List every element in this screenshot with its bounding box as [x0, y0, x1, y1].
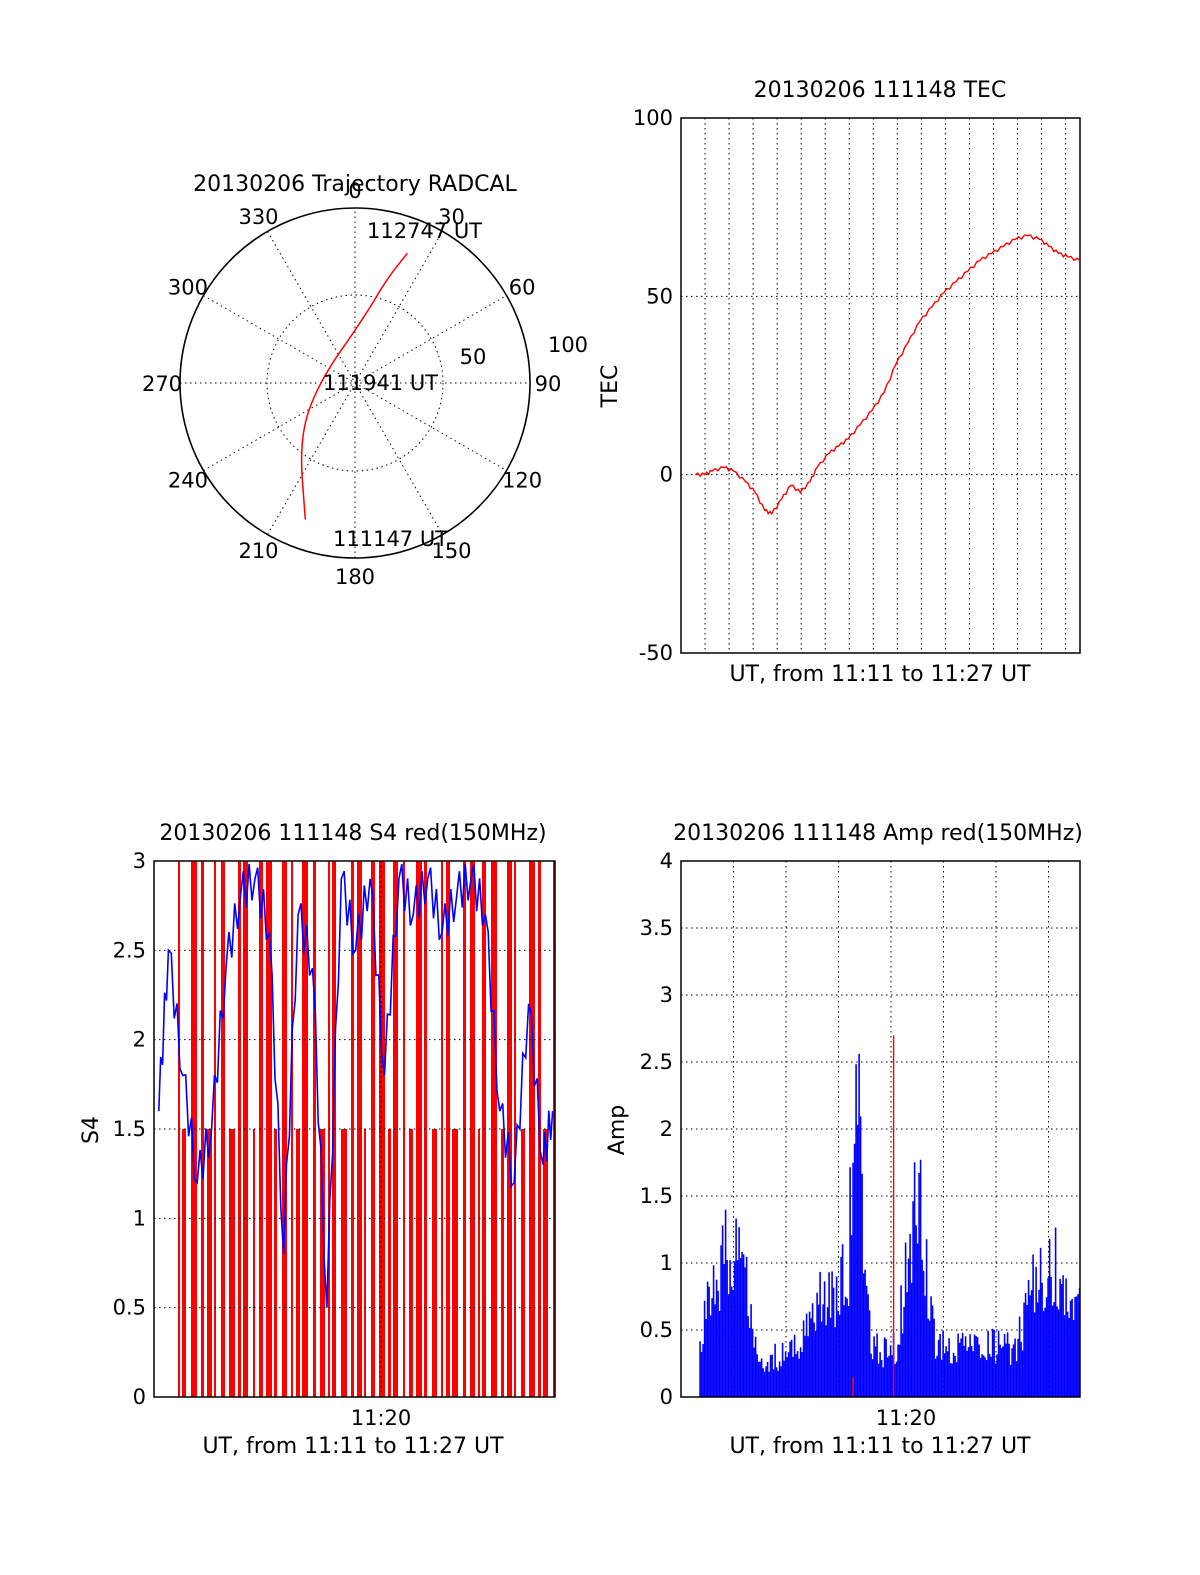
amp-y-tick: 3 [660, 983, 673, 1007]
s4-y-tick: 0 [133, 1385, 146, 1409]
polar-spoke [267, 231, 443, 535]
polar-annotation-start: 111147 UT [333, 527, 448, 551]
amp-y-tick: 0 [660, 1385, 673, 1409]
amp-y-tick-labels: 0 0.5 1 1.5 2 2.5 3 3.5 4 [640, 849, 673, 1409]
s4-red-bar [371, 861, 375, 1397]
tec-grid [681, 118, 1080, 653]
s4-red-bar [207, 1129, 212, 1397]
s4-y-tick: 1 [133, 1206, 146, 1230]
s4-red-bar [432, 1129, 437, 1397]
s4-y-tick: 2 [133, 1028, 146, 1052]
s4-red-bar [341, 1129, 347, 1397]
tec-title: 20130206 111148 TEC [754, 78, 1007, 103]
amp-y-tick: 1.5 [640, 1184, 673, 1208]
amp-y-tick: 2 [660, 1117, 673, 1141]
s4-red-bar [229, 1129, 235, 1397]
s4-red-bar [351, 861, 354, 1397]
polar-azimuth-label: 330 [238, 205, 278, 229]
s4-red-bar [221, 861, 225, 1397]
polar-azimuth-label: 270 [142, 372, 182, 396]
s4-red-bar [446, 861, 450, 1397]
amp-y-axis-label: Amp [605, 1105, 630, 1155]
polar-radial-label-50: 50 [460, 345, 487, 369]
amp-y-tick: 2.5 [640, 1050, 673, 1074]
s4-red-bar [364, 1129, 366, 1397]
polar-annotation-mid: 111941 UT [323, 371, 438, 395]
s4-y-tick: 1.5 [113, 1117, 146, 1141]
polar-azimuth-label: 30 [438, 205, 465, 229]
polar-radial-label-100: 100 [548, 333, 588, 357]
polar-trajectory-line [300, 252, 408, 520]
s4-red-bar [452, 1129, 458, 1397]
s4-red-bar [201, 861, 204, 1397]
s4-red-bar [441, 861, 443, 1397]
tec-series-line [694, 234, 1081, 516]
amp-y-tick: 1 [660, 1251, 673, 1275]
s4-red-bar [320, 1129, 325, 1397]
s4-plot-frame [153, 860, 556, 1398]
amp-plot-frame [680, 860, 1081, 1398]
s4-red-bar [296, 1129, 300, 1397]
tec-y-axis-label: TEC [598, 365, 623, 409]
s4-x-axis-label: UT, from 11:11 to 11:27 UT [202, 1434, 504, 1459]
s4-red-bar [259, 861, 263, 1397]
amp-blue-series [699, 1053, 1081, 1397]
polar-azimuth-label: 240 [168, 469, 208, 493]
tec-y-tick: 100 [633, 106, 673, 130]
amp-y-tick: 3.5 [640, 916, 673, 940]
polar-annotation-end: 112747 UT [367, 219, 482, 243]
s4-red-bar [478, 1129, 480, 1397]
s4-red-bar [501, 1129, 504, 1397]
s4-red-bar [543, 1129, 548, 1397]
tec-y-tick: -50 [639, 641, 673, 665]
tec-y-tick-labels: -50 0 50 100 [633, 106, 673, 665]
s4-panel: 20130206 111148 S4 red(150MHz) 0 0.5 1 1.5 2… [79, 821, 556, 1459]
polar-azimuth-label: 300 [168, 276, 208, 300]
tec-panel: 20130206 111148 TEC -50 0 50 100 UT, from 1… [598, 78, 1081, 687]
amp-x-axis-label: UT, from 11:11 to 11:27 UT [729, 1434, 1031, 1459]
s4-red-bar [253, 1129, 255, 1397]
s4-red-bar [529, 861, 535, 1397]
polar-azimuth-label: 150 [431, 539, 471, 563]
s4-y-tick: 0.5 [113, 1296, 146, 1320]
polar-azimuth-label: 60 [509, 276, 536, 300]
polar-inner-circle [266, 294, 444, 472]
s4-red-bar [291, 861, 293, 1397]
polar-azimuth-label: 210 [238, 539, 278, 563]
s4-red-bar [388, 1129, 391, 1397]
s4-title: 20130206 111148 S4 red(150MHz) [159, 821, 546, 846]
s4-y-axis-label: S4 [79, 1116, 104, 1144]
amp-y-tick: 0.5 [640, 1318, 673, 1342]
s4-red-bar [409, 1129, 413, 1397]
s4-red-bar [182, 1129, 186, 1397]
polar-grid [179, 207, 531, 559]
s4-grid [154, 861, 555, 1397]
polar-azimuth-label: 0 [348, 179, 361, 203]
tec-y-tick: 0 [660, 463, 673, 487]
tec-x-axis-label: UT, from 11:11 to 11:27 UT [729, 662, 1031, 687]
s4-x-tick-label: 11:20 [351, 1406, 412, 1430]
polar-azimuth-label: 90 [535, 372, 562, 396]
amp-panel: 20130206 111148 Amp red(150MHz) 0 0.5 1 1.5… [605, 821, 1083, 1459]
amp-x-tick-label: 11:20 [876, 1406, 937, 1430]
tec-y-tick: 50 [646, 284, 673, 308]
s4-y-tick: 3 [133, 849, 146, 873]
s4-red-bar [274, 1129, 277, 1397]
s4-blue-series-line [158, 863, 554, 1308]
polar-azimuth-label: 120 [502, 469, 542, 493]
s4-red-bar [379, 861, 385, 1397]
s4-y-tick: 2.5 [113, 938, 146, 962]
tec-plot-frame [680, 117, 1081, 654]
s4-red-bar [470, 861, 475, 1397]
s4-red-bar [521, 1129, 525, 1397]
amp-title: 20130206 111148 Amp red(150MHz) [673, 821, 1083, 846]
trajectory-polar-panel: 20130206 Trajectory RADCAL 0 30 60 90 120 150… [142, 172, 588, 589]
polar-azimuth-label: 180 [335, 565, 375, 589]
s4-y-tick-labels: 0 0.5 1 1.5 2 2.5 3 [113, 849, 146, 1409]
polar-title: 20130206 Trajectory RADCAL [193, 172, 517, 197]
amp-red-series [852, 1035, 895, 1397]
polar-azimuth-labels: 0 30 60 90 120 150 180 210 240 270 300 330 [142, 179, 561, 589]
amp-y-tick: 4 [660, 849, 673, 873]
